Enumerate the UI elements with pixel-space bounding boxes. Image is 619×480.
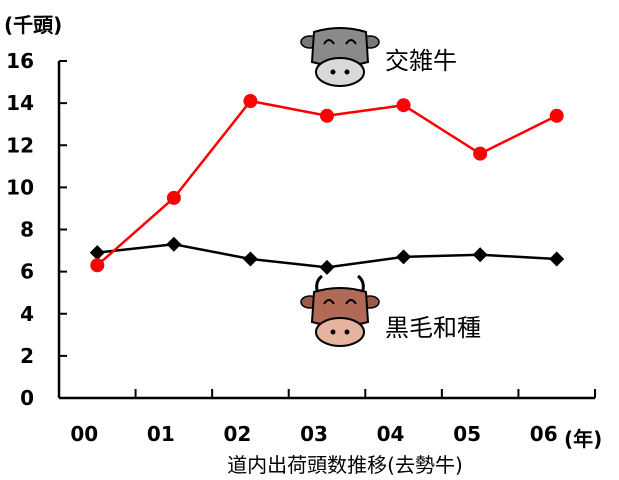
- y-tick-label: 6: [20, 260, 34, 284]
- x-tick-label: 06: [530, 422, 558, 446]
- x-tick-label: 05: [453, 422, 481, 446]
- data-point: [89, 245, 105, 261]
- x-tick-label: 03: [300, 422, 328, 446]
- data-point: [549, 108, 564, 123]
- x-tick-label: 04: [377, 422, 405, 446]
- gray-cow-icon: [300, 27, 380, 87]
- x-unit-label: (年): [564, 427, 602, 451]
- data-point: [396, 98, 411, 113]
- x-tick-label: 01: [147, 422, 175, 446]
- data-point: [166, 236, 182, 252]
- data-point: [472, 247, 488, 263]
- series-label-wagyu: 黒毛和種: [385, 314, 481, 342]
- y-tick-label: 2: [20, 344, 34, 368]
- brown-cow-icon: [300, 274, 380, 347]
- data-point: [166, 190, 181, 205]
- data-point: [320, 108, 334, 123]
- data-point: [319, 259, 335, 275]
- y-tick-label: 8: [20, 218, 34, 242]
- series-layer: [89, 94, 565, 275]
- y-axis-ticks: 0 2 4 6 8 10 12 14 16: [6, 49, 67, 410]
- series-line: [96, 99, 558, 267]
- series-wagyu: [89, 236, 565, 275]
- data-point: [90, 258, 105, 273]
- y-tick-label: 14: [6, 91, 34, 115]
- y-tick-label: 10: [6, 175, 34, 199]
- data-point: [549, 251, 565, 267]
- y-tick-label: 12: [6, 133, 34, 157]
- x-axis-ticks: 00 01 02 03 04 05 06: [58, 389, 596, 446]
- data-point: [396, 249, 412, 265]
- y-tick-label: 4: [20, 302, 34, 326]
- x-tick-label: 00: [70, 422, 98, 446]
- series-crossbred: [90, 94, 564, 273]
- y-unit-label: (千頭): [4, 13, 62, 37]
- y-tick-label: 16: [6, 49, 34, 73]
- data-point: [473, 146, 488, 161]
- y-tick-label: 0: [20, 386, 34, 410]
- x-tick-label: 02: [224, 422, 252, 446]
- chart-caption: 道内出荷頭数推移(去勢牛): [227, 453, 463, 477]
- data-point: [243, 94, 258, 109]
- data-point: [242, 251, 258, 267]
- series-label-crossbred: 交雑牛: [385, 47, 457, 75]
